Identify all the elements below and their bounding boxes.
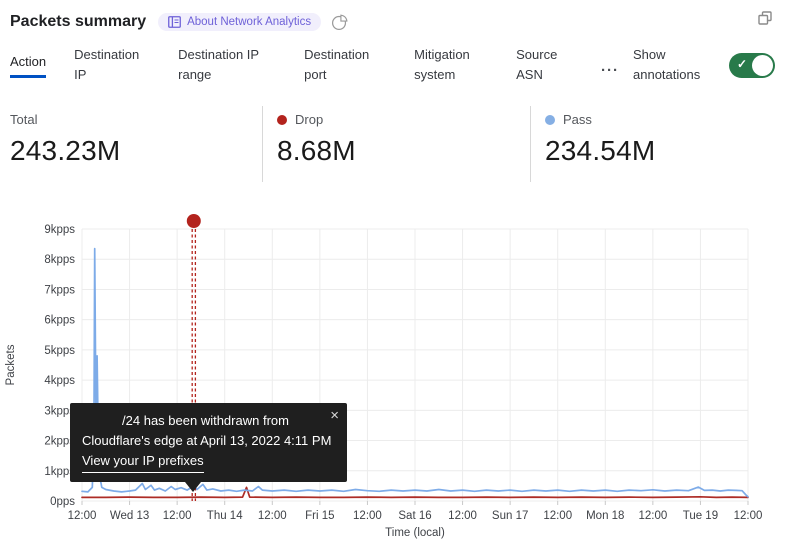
- stat-drop-label: Drop: [295, 112, 324, 127]
- time-period-icon[interactable]: [331, 14, 348, 31]
- svg-text:Thu 14: Thu 14: [207, 510, 243, 522]
- svg-text:7kpps: 7kpps: [44, 284, 75, 296]
- packets-time-series-chart[interactable]: 9kpps 8kpps 7kpps 6kpps 5kpps 4kpps 3kpps 2kpps…: [0, 205, 785, 555]
- svg-text:12:00: 12:00: [353, 510, 382, 522]
- about-badge-label: About Network Analytics: [187, 16, 312, 28]
- svg-text:9kpps: 9kpps: [44, 224, 75, 236]
- svg-text:3kpps: 3kpps: [44, 405, 75, 417]
- summary-stats: Total 243.23M Drop 8.68M Pass 234.54M: [0, 106, 785, 182]
- svg-text:2kpps: 2kpps: [44, 436, 75, 448]
- svg-text:12:00: 12:00: [543, 510, 572, 522]
- show-annotations-label: Show annotations: [633, 46, 701, 82]
- stat-total-label: Total: [10, 112, 38, 127]
- stat-total: Total 243.23M: [10, 112, 120, 167]
- stat-divider: [530, 106, 531, 182]
- pass-legend-dot: [545, 114, 555, 125]
- stat-pass-value: 234.54M: [545, 135, 656, 166]
- svg-text:8kpps: 8kpps: [44, 254, 75, 266]
- more-tabs-button[interactable]: ···: [601, 61, 619, 79]
- svg-text:Tue 19: Tue 19: [683, 510, 718, 522]
- stat-total-value: 243.23M: [10, 135, 121, 166]
- book-icon: [168, 16, 181, 28]
- chart-canvas: 9kpps 8kpps 7kpps 6kpps 5kpps 4kpps 3kpps 2kpps…: [5, 214, 763, 539]
- toggle-knob: [752, 54, 773, 76]
- close-icon[interactable]: ×: [330, 407, 339, 424]
- svg-text:12:00: 12:00: [734, 510, 763, 522]
- show-annotations-toggle[interactable]: ✓: [729, 52, 775, 78]
- tab-source-asn[interactable]: Source ASN: [516, 46, 558, 82]
- svg-text:1kpps: 1kpps: [44, 466, 75, 478]
- expand-window-icon[interactable]: [757, 10, 773, 31]
- view-ip-prefixes-link[interactable]: View your IP prefixes: [82, 451, 204, 473]
- svg-text:12:00: 12:00: [448, 510, 477, 522]
- svg-text:Sat 16: Sat 16: [398, 510, 431, 522]
- svg-text:5kpps: 5kpps: [44, 345, 75, 357]
- tooltip-tail: [185, 482, 201, 492]
- svg-text:Sun 17: Sun 17: [492, 510, 528, 522]
- svg-text:12:00: 12:00: [258, 510, 287, 522]
- tab-action[interactable]: Action: [10, 52, 47, 79]
- stat-drop-value: 8.68M: [277, 135, 356, 166]
- svg-text:Packets: Packets: [5, 344, 17, 385]
- annotation-tooltip: × /24 has been withdrawn from Cloudflare…: [70, 403, 347, 492]
- annotation-text-line1: /24 has been withdrawn from: [122, 413, 289, 428]
- tab-destination-ip[interactable]: Destination IP: [74, 46, 140, 82]
- panel-header: Packets summary About Network Analytics: [10, 8, 775, 36]
- svg-text:6kpps: 6kpps: [44, 315, 75, 327]
- check-icon: ✓: [737, 56, 748, 71]
- svg-text:Wed 13: Wed 13: [110, 510, 149, 522]
- svg-text:Mon 18: Mon 18: [586, 510, 624, 522]
- page-title: Packets summary: [10, 13, 147, 30]
- svg-text:12:00: 12:00: [68, 510, 97, 522]
- dimension-tabs: Action Destination IP Destination IP ran…: [10, 42, 775, 88]
- stat-pass: Pass 234.54M: [545, 112, 655, 167]
- svg-text:4kpps: 4kpps: [44, 375, 75, 387]
- tab-mitigation-system[interactable]: Mitigation system: [414, 46, 470, 82]
- svg-text:12:00: 12:00: [163, 510, 192, 522]
- drop-legend-dot: [277, 114, 287, 125]
- svg-text:0pps: 0pps: [50, 496, 75, 508]
- stat-pass-label: Pass: [563, 112, 592, 127]
- about-network-analytics-badge[interactable]: About Network Analytics: [158, 13, 322, 31]
- stat-drop: Drop 8.68M: [277, 112, 356, 167]
- tab-destination-port[interactable]: Destination port: [304, 46, 370, 82]
- annotation-text-line2: Cloudflare's edge at April 13, 2022 4:11…: [82, 433, 332, 448]
- svg-text:12:00: 12:00: [638, 510, 667, 522]
- svg-text:Fri 15: Fri 15: [305, 510, 334, 522]
- svg-text:Time (local): Time (local): [385, 527, 445, 539]
- stat-divider: [262, 106, 263, 182]
- tab-destination-ip-range[interactable]: Destination IP range: [178, 46, 259, 82]
